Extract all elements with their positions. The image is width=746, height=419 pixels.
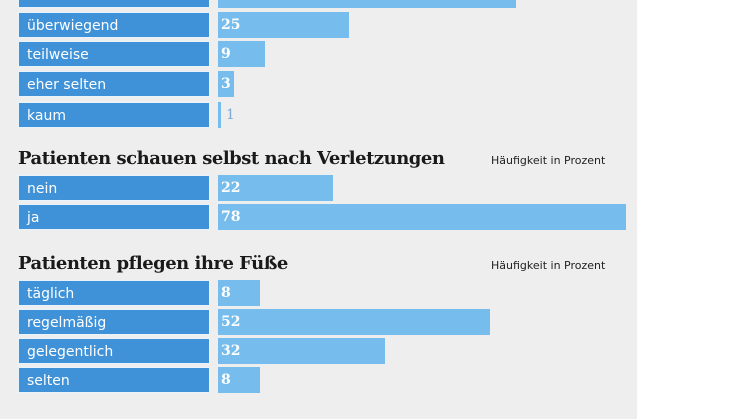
category-label: täglich	[18, 280, 210, 306]
category-label: überwiegend	[18, 12, 210, 38]
value-bar: 52	[218, 309, 490, 335]
unit-label: Häufigkeit in Prozent	[491, 154, 606, 167]
value-bar: 8	[218, 280, 260, 306]
category-label: regelmäßig	[18, 309, 210, 335]
value-bar: 25	[218, 12, 349, 38]
value-bar: 32	[218, 338, 386, 364]
unit-label: Häufigkeit in Prozent	[491, 259, 606, 272]
chart-title: Patienten schauen selbst nach Verletzung…	[18, 148, 445, 169]
value-bar: 57	[218, 0, 517, 8]
value-bar: 78	[218, 204, 626, 230]
value-bar: 3	[218, 71, 234, 97]
category-label: gelegentlich	[18, 338, 210, 364]
chart-title: Patienten pflegen ihre Füße	[18, 253, 288, 274]
category-label: selten	[18, 367, 210, 393]
value-bar: 9	[218, 41, 266, 67]
category-label: in den meisten Fällen	[18, 0, 210, 8]
category-label: teilweise	[18, 41, 210, 67]
value-bar: 22	[218, 175, 334, 201]
value-bar: 1	[218, 102, 235, 128]
category-label: nein	[18, 175, 210, 201]
category-label: ja	[18, 204, 210, 230]
category-label: eher selten	[18, 71, 210, 97]
category-label: kaum	[18, 102, 210, 128]
value-bar: 8	[218, 367, 260, 393]
